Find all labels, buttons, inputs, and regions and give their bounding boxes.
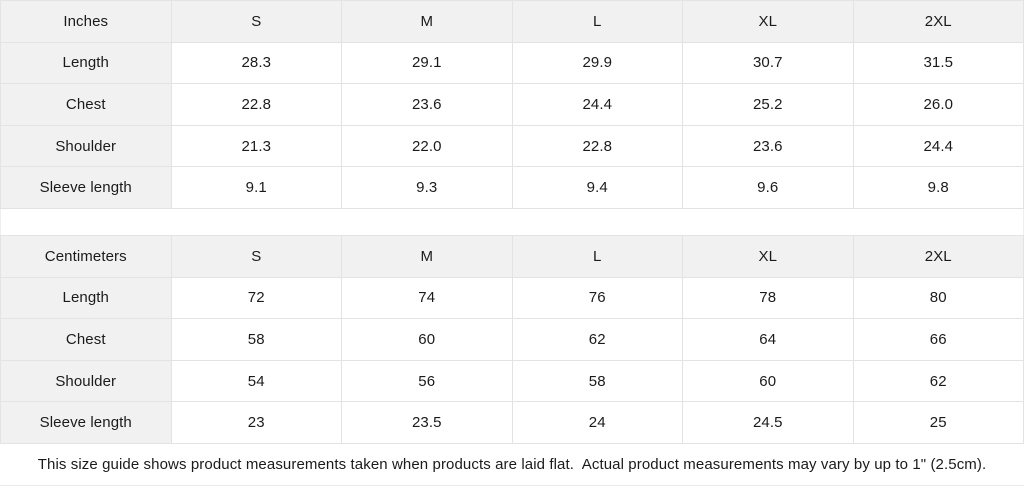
value-cell: 9.3 xyxy=(341,166,513,209)
value-cell: 9.8 xyxy=(852,166,1024,209)
row-label-cell: Shoulder xyxy=(0,359,172,403)
size-header-cell-s: S xyxy=(170,234,342,278)
row-label-cell: Chest xyxy=(0,318,172,361)
value-cell: 31.5 xyxy=(852,41,1024,85)
size-header-cell-s: S xyxy=(170,0,342,43)
value-cell: 62 xyxy=(852,359,1024,403)
value-cell: 24.4 xyxy=(511,83,683,126)
row-label-cell: Chest xyxy=(0,83,172,126)
table-row-sleeve-length: Sleeve length 9.1 9.3 9.4 9.6 9.8 xyxy=(0,166,1024,209)
value-cell: 24 xyxy=(511,401,683,444)
value-cell: 25 xyxy=(852,401,1024,444)
row-label-cell: Sleeve length xyxy=(0,166,172,209)
value-cell: 76 xyxy=(511,276,683,320)
value-cell: 80 xyxy=(852,276,1024,320)
value-cell: 23 xyxy=(170,401,342,444)
footer-note: This size guide shows product measuremen… xyxy=(0,443,1024,486)
size-header-cell-2xl: 2XL xyxy=(852,0,1024,43)
size-header-cell-2xl: 2XL xyxy=(852,234,1024,278)
value-cell: 23.6 xyxy=(682,124,854,168)
row-label-cell: Sleeve length xyxy=(0,401,172,444)
table-row-chest: Chest 22.8 23.6 24.4 25.2 26.0 xyxy=(0,83,1024,126)
size-table-inches: Inches S M L XL 2XL Length 28.3 29.1 29.… xyxy=(0,0,1024,209)
value-cell: 9.4 xyxy=(511,166,683,209)
value-cell: 22.8 xyxy=(511,124,683,168)
value-cell: 30.7 xyxy=(682,41,854,85)
size-header-cell-xl: XL xyxy=(682,234,854,278)
value-cell: 60 xyxy=(341,318,513,361)
value-cell: 66 xyxy=(852,318,1024,361)
table-row-shoulder: Shoulder 21.3 22.0 22.8 23.6 24.4 xyxy=(0,124,1024,168)
size-table-centimeters: Centimeters S M L XL 2XL Length 72 74 76… xyxy=(0,234,1024,444)
unit-header-cell: Inches xyxy=(0,0,172,43)
value-cell: 24.5 xyxy=(682,401,854,444)
value-cell: 22.0 xyxy=(341,124,513,168)
size-header-cell-l: L xyxy=(511,0,683,43)
value-cell: 64 xyxy=(682,318,854,361)
value-cell: 23.5 xyxy=(341,401,513,444)
value-cell: 58 xyxy=(170,318,342,361)
spacer-row xyxy=(0,208,1024,235)
value-cell: 29.9 xyxy=(511,41,683,85)
value-cell: 72 xyxy=(170,276,342,320)
value-cell: 9.6 xyxy=(682,166,854,209)
size-header-cell-m: M xyxy=(341,0,513,43)
size-table-inches-header: Inches S M L XL 2XL xyxy=(0,0,1024,43)
value-cell: 22.8 xyxy=(170,83,342,126)
size-header-cell-l: L xyxy=(511,234,683,278)
value-cell: 74 xyxy=(341,276,513,320)
value-cell: 29.1 xyxy=(341,41,513,85)
table-row-shoulder: Shoulder 54 56 58 60 62 xyxy=(0,359,1024,403)
value-cell: 78 xyxy=(682,276,854,320)
size-table-centimeters-header: Centimeters S M L XL 2XL xyxy=(0,234,1024,278)
table-row-length: Length 72 74 76 78 80 xyxy=(0,276,1024,320)
unit-header-cell: Centimeters xyxy=(0,234,172,278)
value-cell: 54 xyxy=(170,359,342,403)
size-header-cell-xl: XL xyxy=(682,0,854,43)
value-cell: 23.6 xyxy=(341,83,513,126)
table-row-sleeve-length: Sleeve length 23 23.5 24 24.5 25 xyxy=(0,401,1024,444)
value-cell: 60 xyxy=(682,359,854,403)
value-cell: 21.3 xyxy=(170,124,342,168)
row-label-cell: Length xyxy=(0,41,172,85)
table-row-chest: Chest 58 60 62 64 66 xyxy=(0,318,1024,361)
header-row: Centimeters S M L XL 2XL xyxy=(0,234,1024,278)
value-cell: 28.3 xyxy=(170,41,342,85)
size-header-cell-m: M xyxy=(341,234,513,278)
value-cell: 9.1 xyxy=(170,166,342,209)
value-cell: 62 xyxy=(511,318,683,361)
value-cell: 56 xyxy=(341,359,513,403)
value-cell: 25.2 xyxy=(682,83,854,126)
value-cell: 58 xyxy=(511,359,683,403)
row-label-cell: Shoulder xyxy=(0,124,172,168)
row-label-cell: Length xyxy=(0,276,172,320)
value-cell: 26.0 xyxy=(852,83,1024,126)
header-row: Inches S M L XL 2XL xyxy=(0,0,1024,43)
value-cell: 24.4 xyxy=(852,124,1024,168)
table-row-length: Length 28.3 29.1 29.9 30.7 31.5 xyxy=(0,41,1024,85)
